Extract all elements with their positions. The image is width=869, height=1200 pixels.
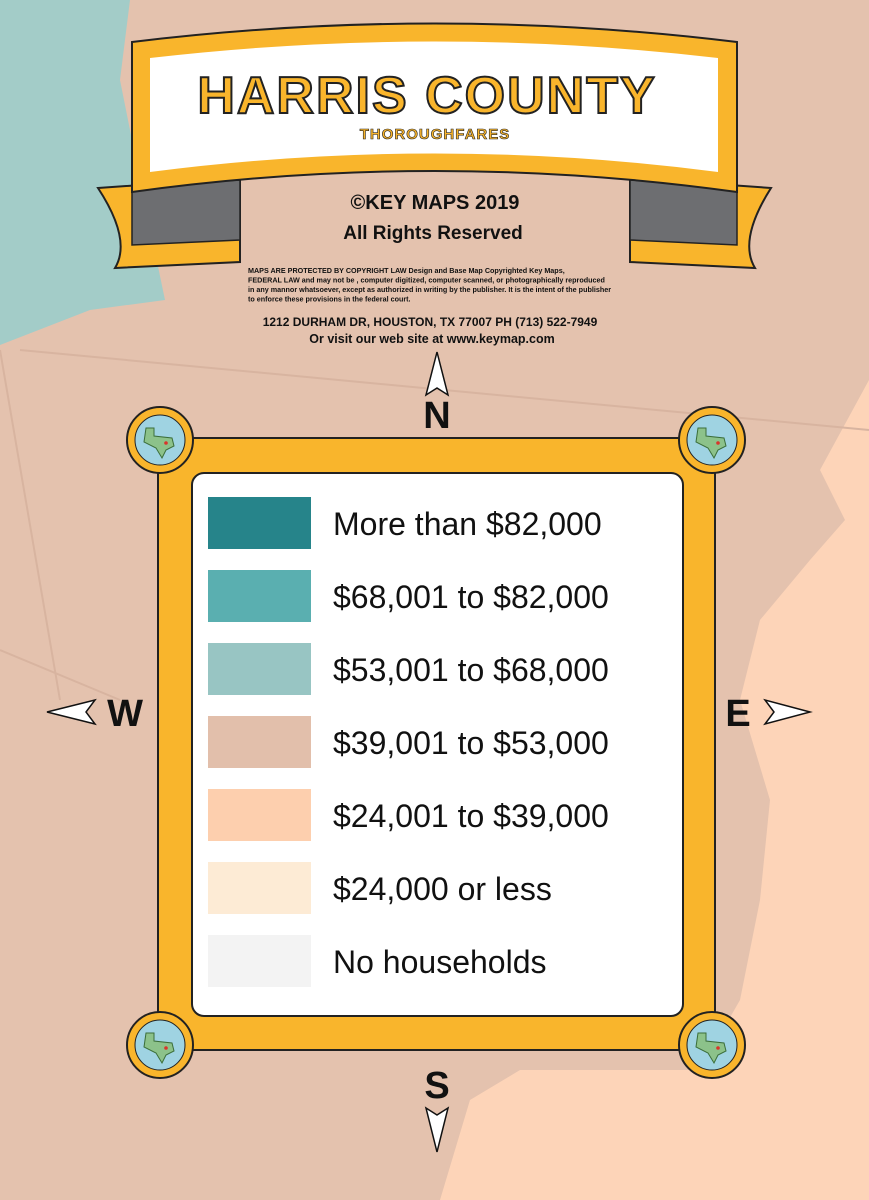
subtitle: THOROUGHFARES [360,126,511,143]
compass-south: S [424,1065,449,1107]
legend: More than $82,000 $68,001 to $82,000 $53,0… [208,497,609,987]
title: HARRIS COUNTY [197,67,656,125]
region-light [440,380,869,1200]
address: 1212 DURHAM DR, HOUSTON, TX 77007 PH (71… [263,315,598,329]
compass-east: E [725,693,750,735]
texas-icon [695,427,727,460]
legend-swatch [208,789,311,841]
legend-label: $24,001 to $39,000 [333,798,609,834]
legend-label: $39,001 to $53,000 [333,725,609,761]
rights: All Rights Reserved [343,223,523,244]
legend-swatch [208,862,311,914]
compass-west: W [107,693,143,735]
houston-dot [164,1046,168,1050]
legend-corners [126,406,746,1079]
banner [96,22,773,270]
compass-north: N [423,395,450,437]
compass-arrows [46,351,813,1153]
website: Or visit our web site at www.keymap.com [309,332,554,346]
houston-dot [164,441,168,445]
legal-line: MAPS ARE PROTECTED BY COPYRIGHT LAW Desi… [248,266,565,275]
legal-text: MAPS ARE PROTECTED BY COPYRIGHT LAW Desi… [248,266,611,304]
houston-dot [716,441,720,445]
legend-label: $53,001 to $68,000 [333,652,609,688]
houston-dot [716,1046,720,1050]
legend-swatch [208,570,311,622]
legend-label: No households [333,944,546,980]
legend-swatch [208,497,311,549]
texas-icon [143,1032,175,1065]
legal-line: in any mannor whatsoever, except as auth… [248,285,611,294]
legal-line: FEDERAL LAW and may not be , computer di… [248,276,605,285]
legend-swatch [208,643,311,695]
legal-line: to enforce these provisions in the feder… [248,295,411,304]
copyright: ©KEY MAPS 2019 [351,192,520,214]
legend-label: $68,001 to $82,000 [333,579,609,615]
texas-icon [695,1032,727,1065]
legend-label: More than $82,000 [333,506,602,542]
texas-icon [143,427,175,460]
legend-swatch [208,935,311,987]
legend-label: $24,000 or less [333,871,552,907]
legend-swatch [208,716,311,768]
